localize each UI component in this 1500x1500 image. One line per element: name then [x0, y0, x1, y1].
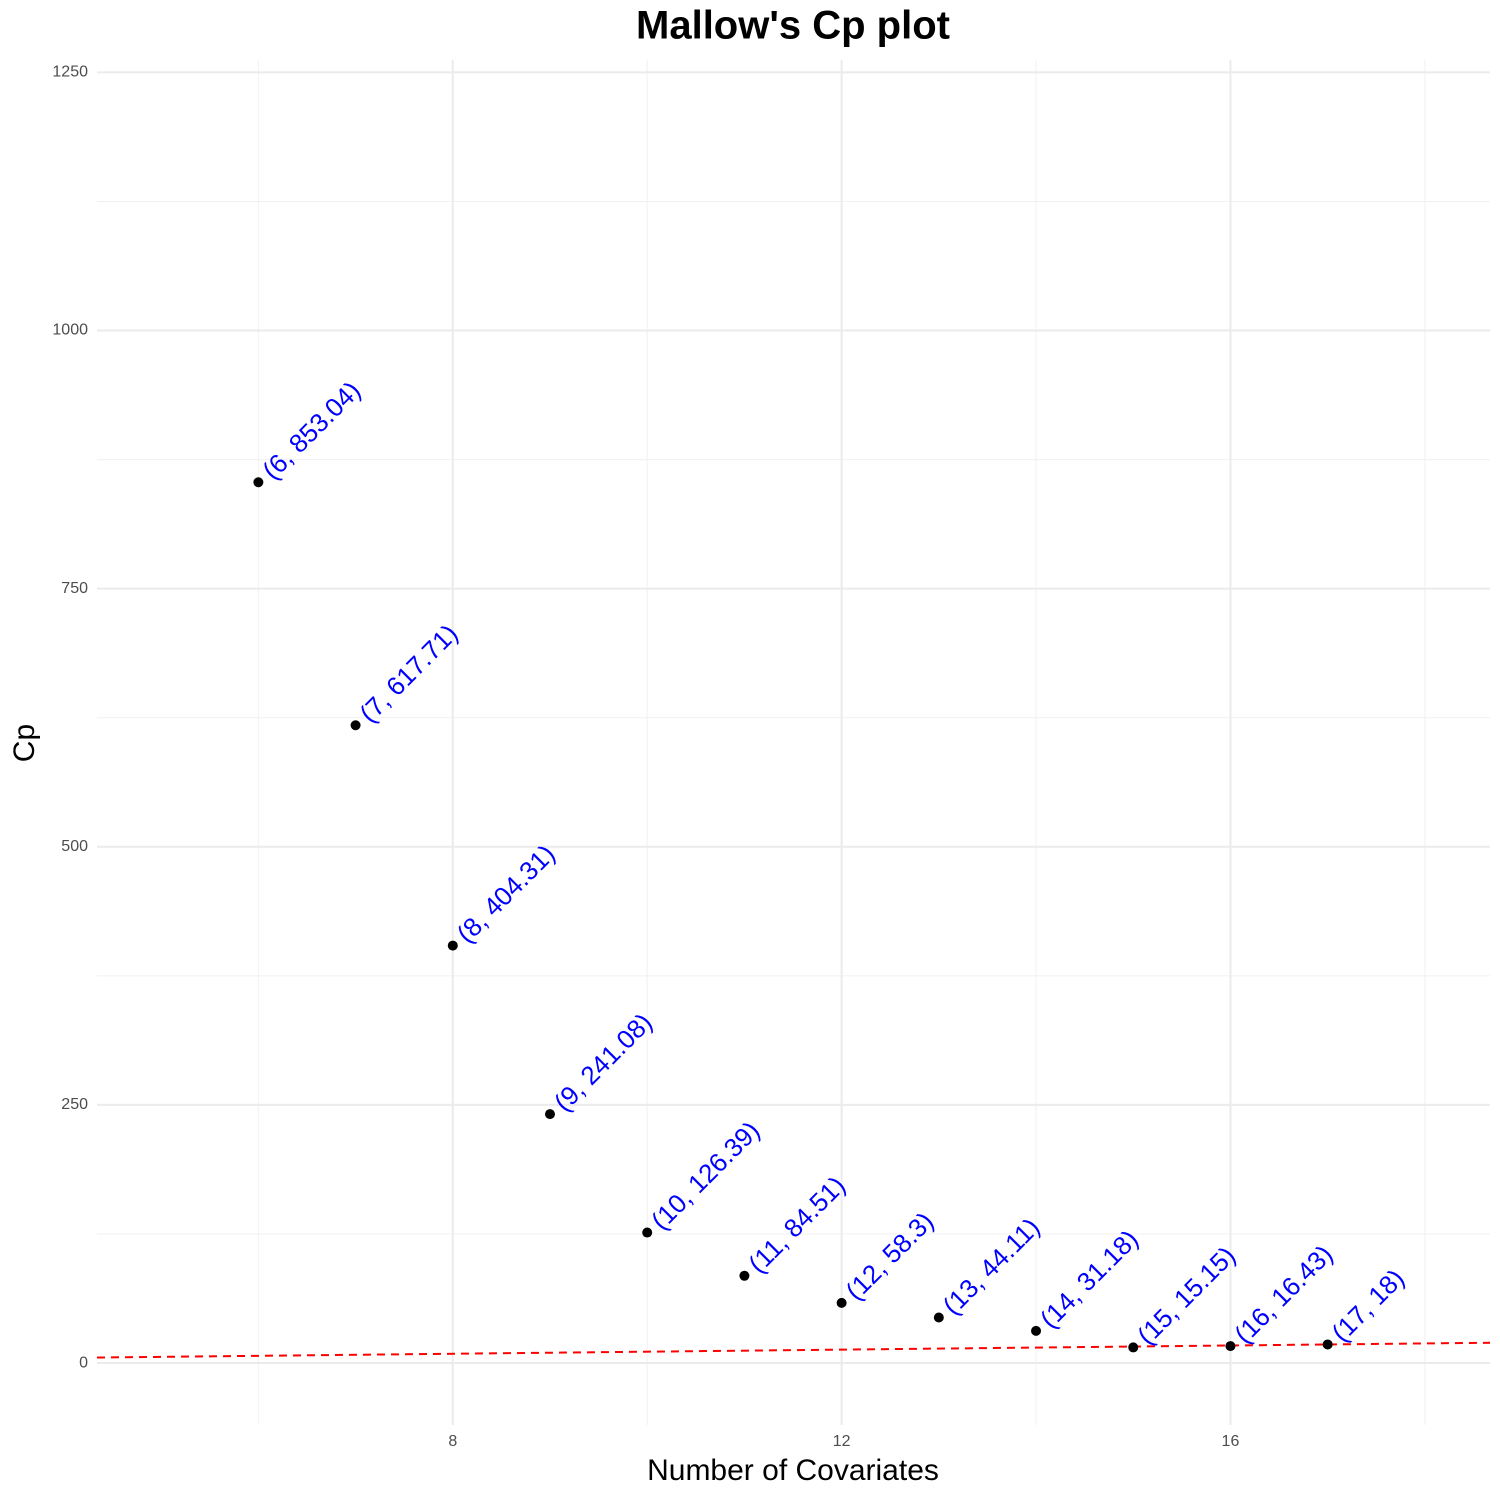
- point: [253, 477, 264, 488]
- y-tick-label: 1250: [52, 64, 88, 81]
- point-label: (7, 617.71): [353, 618, 463, 728]
- point-label: (8, 404.31): [451, 839, 561, 949]
- point: [1128, 1342, 1139, 1353]
- point-label: (15, 15.15): [1131, 1240, 1241, 1350]
- point-label: (12, 58.3): [840, 1206, 940, 1306]
- point: [350, 720, 361, 731]
- point-label: (9, 241.08): [548, 1007, 658, 1117]
- y-tick-label: 250: [61, 1096, 88, 1113]
- point: [1322, 1339, 1333, 1350]
- point-label: (17, 18): [1326, 1263, 1411, 1348]
- reference-line: [96, 1341, 1491, 1359]
- x-tick-label: 8: [448, 1433, 457, 1450]
- point: [544, 1109, 555, 1120]
- point: [836, 1297, 847, 1308]
- x-tick-label: 16: [1222, 1433, 1240, 1450]
- point: [1225, 1341, 1236, 1352]
- point-label: (6, 853.04): [256, 375, 366, 485]
- point-label: (10, 126.39): [645, 1115, 765, 1235]
- point: [739, 1270, 750, 1281]
- point: [1031, 1325, 1042, 1336]
- y-tick-label: 1000: [52, 322, 88, 339]
- point-label: (13, 44.11): [937, 1212, 1046, 1321]
- y-tick-label: 500: [61, 838, 88, 855]
- chart-title: Mallow's Cp plot: [636, 4, 950, 48]
- point: [933, 1312, 944, 1323]
- point: [642, 1227, 653, 1238]
- point-label: (11, 84.51): [742, 1170, 851, 1279]
- x-tick-label: 12: [833, 1433, 851, 1450]
- y-axis-title: Cp: [8, 724, 41, 762]
- point-label: (16, 16.43): [1228, 1239, 1338, 1349]
- x-axis-title: Number of Covariates: [647, 1454, 939, 1487]
- point: [447, 940, 458, 951]
- y-tick-label: 0: [79, 1354, 88, 1371]
- point-label: (14, 31.18): [1034, 1224, 1144, 1334]
- y-tick-label: 750: [61, 580, 88, 597]
